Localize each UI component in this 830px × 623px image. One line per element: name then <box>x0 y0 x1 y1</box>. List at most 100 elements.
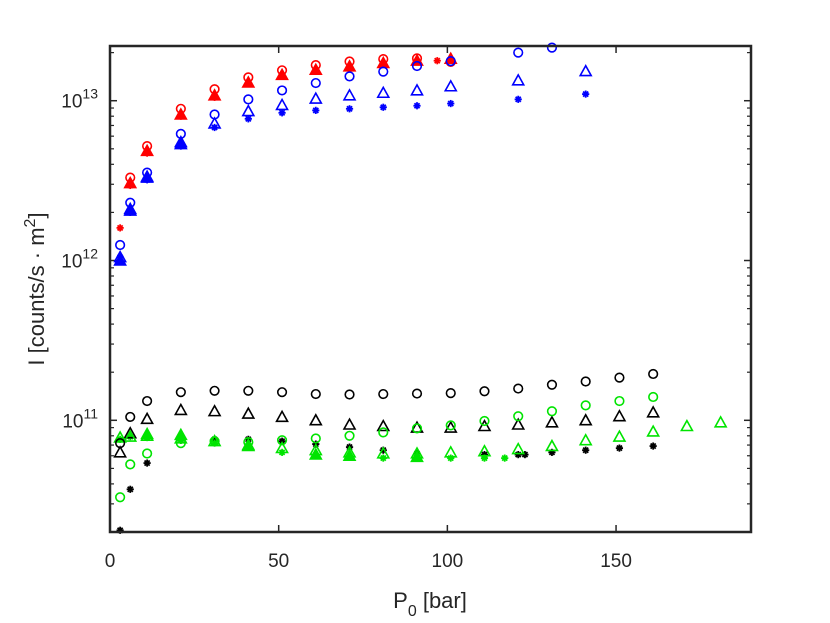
data-point-triangle <box>612 409 627 422</box>
data-point-star <box>126 485 134 493</box>
data-point-circle <box>445 55 456 67</box>
data-point-triangle <box>578 433 593 446</box>
data-point-triangle <box>342 88 357 101</box>
data-point-triangle <box>443 79 458 92</box>
data-point-triangle <box>275 97 289 111</box>
data-point-circle <box>209 436 220 447</box>
x-tick-label: 50 <box>268 551 289 572</box>
data-point-triangle <box>511 417 526 430</box>
data-point-circle <box>513 411 524 422</box>
data-point-circle <box>175 387 186 398</box>
data-point-circle <box>276 85 288 96</box>
data-point-circle <box>175 438 186 449</box>
data-point-circle <box>209 109 220 120</box>
y-tick-labels: 1011 1012 1013 <box>61 86 98 433</box>
data-point-circle <box>378 388 389 400</box>
data-point-circle <box>115 492 126 503</box>
data-point-star <box>582 446 590 454</box>
data-point-circle <box>115 239 126 251</box>
data-point-triangle <box>713 415 728 428</box>
data-point-circle <box>243 385 254 396</box>
data-point-circle <box>344 56 355 67</box>
data-point-triangle-filled <box>123 203 138 216</box>
data-point-circle <box>648 391 659 403</box>
data-point-circle <box>546 379 558 390</box>
y-tick-label: 1011 <box>62 405 98 432</box>
data-point-circle <box>142 395 153 407</box>
data-point-triangle <box>308 443 323 456</box>
data-point-triangle <box>477 444 492 457</box>
data-point-triangle-filled <box>113 253 127 266</box>
data-point-star <box>244 115 252 123</box>
data-point-triangle <box>113 249 127 263</box>
data-point-circle <box>378 54 389 65</box>
data-point-triangle <box>123 429 138 442</box>
data-point-triangle <box>680 418 694 432</box>
data-point-triangle <box>545 438 559 452</box>
data-point-circle <box>209 84 220 95</box>
data-point-triangle-filled <box>207 88 222 101</box>
data-point-circle <box>276 435 288 446</box>
data-point-triangle <box>241 406 256 419</box>
data-point-circle <box>142 448 153 459</box>
data-point-triangle <box>123 201 138 215</box>
data-point-triangle <box>140 428 154 441</box>
data-point-star <box>116 224 124 232</box>
data-point-circle <box>310 388 321 400</box>
data-point-star <box>447 99 455 108</box>
data-point-star <box>278 109 286 117</box>
data-point-circle <box>411 53 423 64</box>
data-point-star <box>514 95 522 103</box>
data-point-circle <box>344 389 355 400</box>
data-point-triangle <box>545 415 559 428</box>
data-point-triangle <box>443 445 458 458</box>
plot-frame <box>108 44 753 534</box>
data-point-triangle <box>113 430 127 443</box>
data-point-triangle <box>275 440 289 454</box>
data-point-triangle <box>173 402 188 416</box>
data-point-circle <box>175 103 186 114</box>
data-point-triangle <box>578 413 593 426</box>
x-tick-label: 150 <box>600 551 632 572</box>
data-point-triangle <box>140 411 154 425</box>
data-point-circle <box>546 42 558 53</box>
data-point-triangle <box>241 437 256 451</box>
data-point-triangle <box>443 420 458 433</box>
data-point-triangle <box>578 64 593 77</box>
data-point-circle <box>648 368 659 380</box>
data-point-circle <box>125 411 136 423</box>
data-point-star <box>447 454 455 462</box>
data-point-triangle <box>410 446 424 459</box>
data-point-circle <box>310 77 321 89</box>
data-point-circle <box>513 383 524 394</box>
data-point-triangle <box>612 429 627 442</box>
data-point-circle <box>411 60 423 72</box>
data-point-circle <box>344 430 355 441</box>
data-point-star <box>433 57 441 65</box>
data-point-star <box>345 105 354 113</box>
data-point-triangle <box>376 446 391 459</box>
data-point-circle <box>310 60 321 71</box>
data-point-triangle <box>477 418 492 432</box>
data-point-star <box>582 90 590 98</box>
data-point-triangle <box>376 85 391 99</box>
data-point-circle <box>378 427 389 438</box>
data-point-triangle <box>207 116 222 129</box>
data-point-triangle-filled <box>173 107 188 120</box>
data-point-circle <box>614 395 625 407</box>
data-point-triangle <box>342 417 357 430</box>
data-point-triangle <box>410 83 424 96</box>
data-point-triangle <box>275 409 289 423</box>
data-point-triangle <box>123 426 138 439</box>
data-point-triangle-filled <box>342 448 357 461</box>
data-point-circle <box>276 65 288 76</box>
data-point-circle <box>175 128 186 139</box>
data-point-circle <box>243 94 254 105</box>
data-point-triangle <box>308 91 323 104</box>
data-point-triangle-filled <box>410 449 424 463</box>
data-point-circle <box>243 437 254 448</box>
data-point-circle <box>479 415 490 427</box>
data-point-star <box>312 106 320 114</box>
data-point-circle <box>209 385 220 396</box>
